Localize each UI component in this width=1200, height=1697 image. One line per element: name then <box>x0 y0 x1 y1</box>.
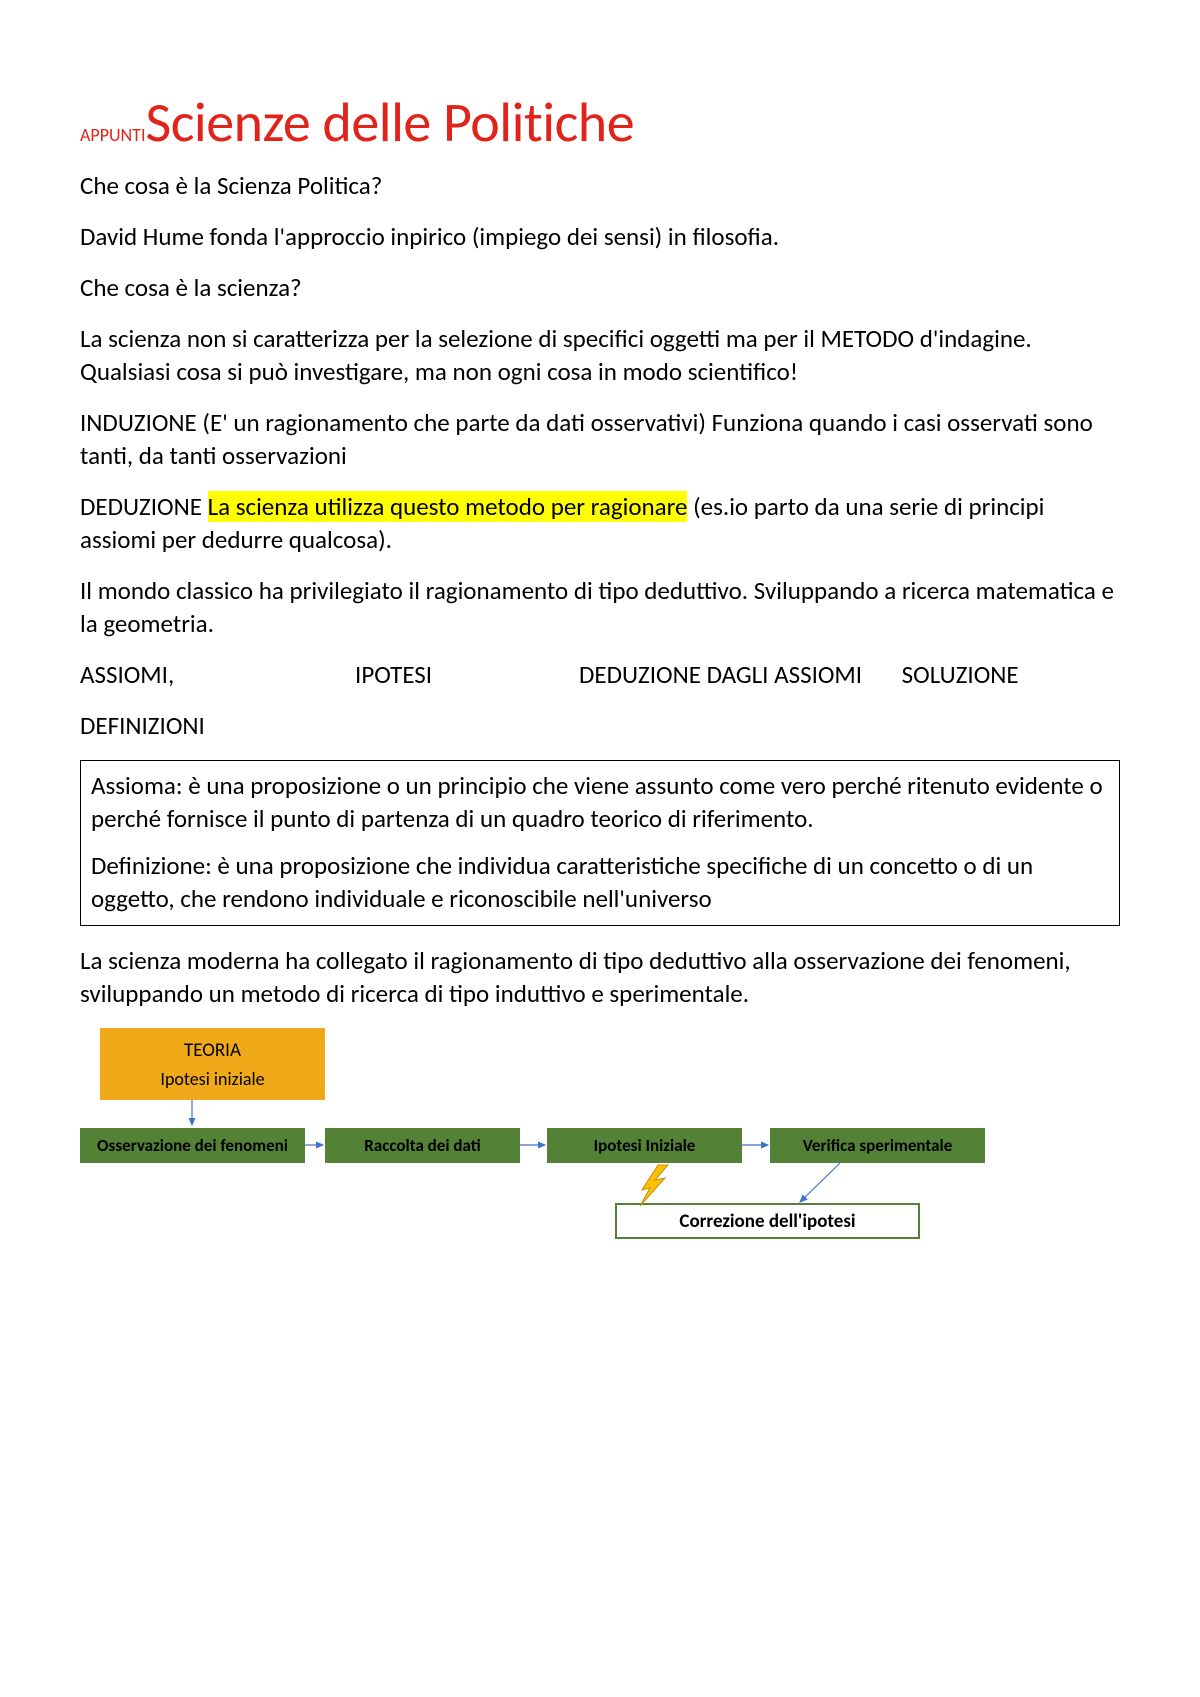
para-2: David Hume fonda l'approccio inpirico (i… <box>80 220 1120 253</box>
para-10: La scienza moderna ha collegato il ragio… <box>80 944 1120 1010</box>
flow-box-ipotesi: Ipotesi Iniziale <box>547 1128 742 1163</box>
p6-pre: DEDUZIONE <box>80 491 208 522</box>
para-6: DEDUZIONE La scienza utilizza questo met… <box>80 490 1120 556</box>
p6-highlight: La scienza utilizza questo metodo per ra… <box>208 491 688 522</box>
def-1: Assioma: è una proposizione o un princip… <box>91 769 1109 835</box>
flow-box-verifica: Verifica sperimentale <box>770 1128 985 1163</box>
para-7: Il mondo classico ha privilegiato il rag… <box>80 574 1120 640</box>
flowchart: TEORIA Ipotesi iniziale Osservazione dei… <box>80 1028 1120 1278</box>
title-main: Scienze delle Politiche <box>146 95 635 151</box>
correzione-box: Correzione dell'ipotesi <box>615 1203 920 1239</box>
teoria-title: TEORIA <box>184 1039 241 1062</box>
teoria-subtitle: Ipotesi iniziale <box>160 1068 264 1090</box>
flow-box-osservazione: Osservazione dei fenomeni <box>80 1128 305 1163</box>
flow-box-raccolta: Raccolta dei dati <box>325 1128 520 1163</box>
def-2: Definizione: è una proposizione che indi… <box>91 849 1109 915</box>
para-9: DEFINIZIONI <box>80 709 1120 742</box>
teoria-box: TEORIA Ipotesi iniziale <box>100 1028 325 1100</box>
para-3: Che cosa è la scienza? <box>80 271 1120 304</box>
para-5: INDUZIONE (E' un ragionamento che parte … <box>80 406 1120 472</box>
para-1: Che cosa è la Scienza Politica? <box>80 169 1120 202</box>
title-prefix: APPUNTI <box>80 124 146 146</box>
para-8: ASSIOMI, IPOTESI DEDUZIONE DAGLI ASSIOMI… <box>80 658 1120 691</box>
para-4: La scienza non si caratterizza per la se… <box>80 322 1120 388</box>
definitions-box: Assioma: è una proposizione o un princip… <box>80 760 1120 926</box>
page-title-row: APPUNTI Scienze delle Politiche <box>80 95 1120 151</box>
